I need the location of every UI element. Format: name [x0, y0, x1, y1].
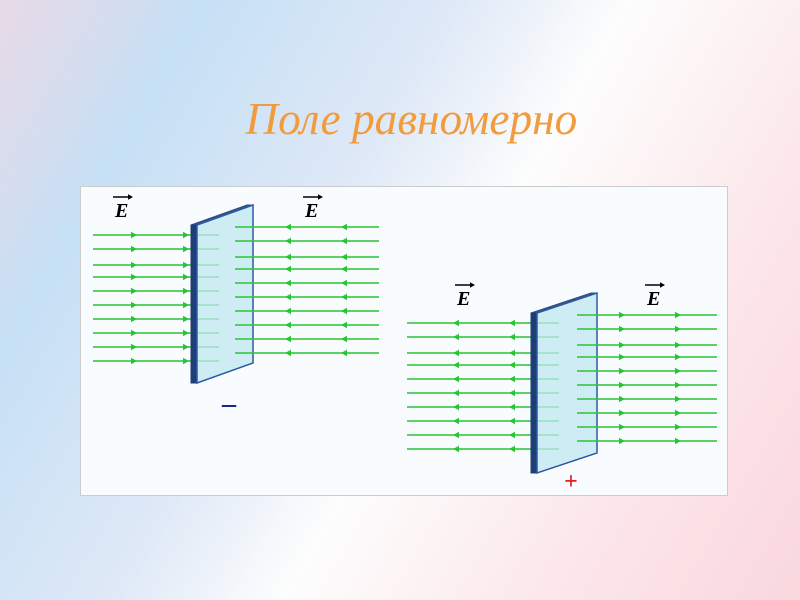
title-line-1: Поле равномерно	[245, 94, 577, 144]
svg-text:+: +	[564, 469, 578, 495]
field-diagram-svg: E E _ E E +	[81, 187, 729, 497]
svg-text:E: E	[456, 288, 470, 310]
svg-text:E: E	[646, 288, 660, 310]
svg-text:E: E	[114, 200, 128, 222]
physics-figure: E E _ E E +	[80, 186, 728, 496]
svg-text:E: E	[304, 200, 318, 222]
svg-text:_: _	[221, 379, 237, 410]
